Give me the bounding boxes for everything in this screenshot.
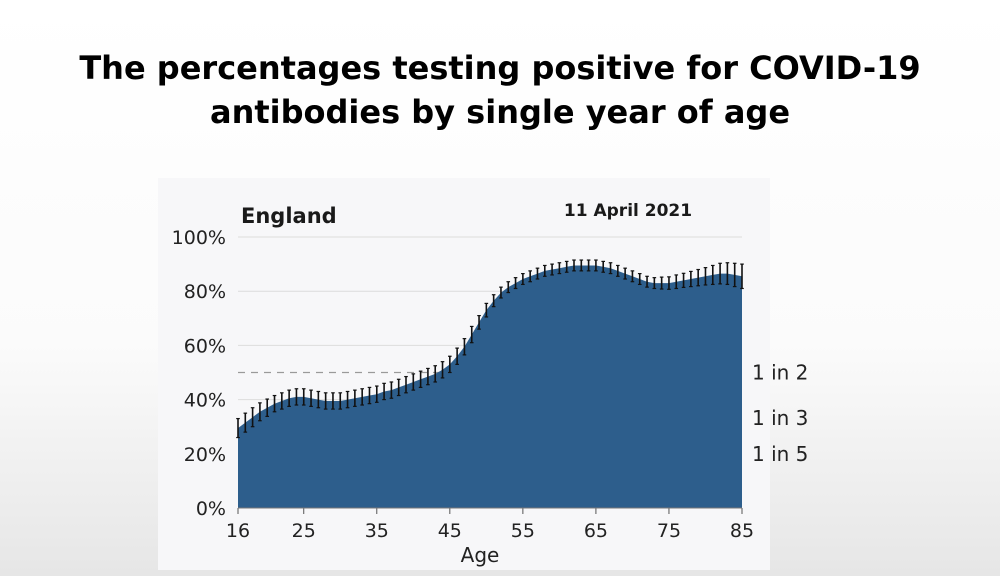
error-bar [309,389,313,407]
slide-title-line-1: The percentages testing positive for COV… [79,49,921,87]
error-bar [696,268,700,287]
error-bar [367,386,372,405]
error-bar [601,260,606,273]
error-bar [550,263,554,276]
error-bar [440,361,445,379]
area-layer [238,265,742,508]
x-tick-label: 85 [730,520,754,542]
error-bar [382,382,386,401]
error-bar [236,417,240,439]
error-bar [637,272,642,286]
error-bar [243,412,248,433]
error-bar [469,325,474,344]
error-bar [652,277,657,290]
error-bar [594,259,598,272]
error-bar [484,302,489,318]
error-bar [564,260,569,273]
error-bar [477,314,481,330]
error-bar [448,355,452,374]
error-bar [506,281,511,294]
error-bar [681,272,686,289]
error-bar [521,272,525,286]
error-bar [258,402,262,422]
error-bar [710,264,715,286]
error-bar [513,277,518,290]
error-bar [491,294,496,308]
axis-layer: 0% 20% 40% 60% 80% 100% 16 25 35 45 55 65 75 85 1 in 2… [172,227,809,542]
x-tick-label: 45 [438,520,462,542]
error-bar [674,274,679,290]
error-bar [272,394,277,413]
error-bar [718,262,722,285]
error-bar [703,267,708,286]
error-bar [542,264,547,277]
error-bar [557,262,562,275]
error-bar [623,267,627,280]
error-bar [265,398,270,418]
error-bar [586,259,591,272]
y-tick-label: 60% [184,335,226,357]
x-tick-label: 55 [511,520,535,542]
error-bar [455,347,459,365]
error-bar [411,373,416,391]
error-bar [404,375,408,394]
error-bar [294,388,299,406]
error-bar [689,270,693,288]
y-tick-label: 0% [196,498,226,520]
error-bar [426,367,430,386]
error-bar [338,392,343,410]
error-bar [462,338,467,356]
error-bar [250,407,255,428]
error-bar [667,276,671,290]
slide-title: The percentages testing positive for COV… [0,46,1000,134]
x-tick-label: 65 [584,520,608,542]
error-bar [608,262,613,275]
error-bar [360,388,364,406]
error-bar [396,378,401,397]
slide-title-line-2: antibodies by single year of age [209,93,791,131]
error-bar [389,381,394,399]
x-tick-label: 35 [365,520,389,542]
error-bar [353,389,357,407]
x-tick-label: 75 [657,520,681,542]
error-bar [579,259,584,272]
error-bar [374,385,379,403]
error-bar [659,276,664,290]
y-tick-label: 80% [184,281,226,303]
error-bar [528,270,532,283]
x-tick-label: 25 [292,520,316,542]
error-bar [535,267,540,280]
error-bar [725,262,730,286]
error-bar [280,392,284,410]
error-bar [323,392,328,410]
error-bar [301,388,306,406]
error-bar [630,270,635,283]
area-series [238,265,742,508]
reference-label: 1 in 5 [752,442,808,466]
error-bar [740,263,744,290]
error-bar [345,390,350,409]
y-tick-label: 20% [184,444,226,466]
error-bar [572,259,576,272]
error-bar [418,370,423,389]
error-bar [616,264,620,277]
error-bar [499,286,503,299]
error-bar [645,275,649,288]
x-axis-label: Age [461,543,500,567]
error-bar [433,365,438,383]
y-tick-label: 40% [184,390,226,412]
error-bar [287,389,291,407]
reference-label: 1 in 3 [752,406,808,430]
date-label: 11 April 2021 [564,201,692,221]
error-bar [732,262,737,288]
error-bar [316,390,321,409]
region-label: England [241,204,337,228]
x-tick-label: 16 [226,520,250,542]
y-tick-label: 100% [172,227,226,249]
error-bar [331,392,335,410]
reference-label: 1 in 2 [752,361,808,385]
error-bar-layer [236,259,744,439]
